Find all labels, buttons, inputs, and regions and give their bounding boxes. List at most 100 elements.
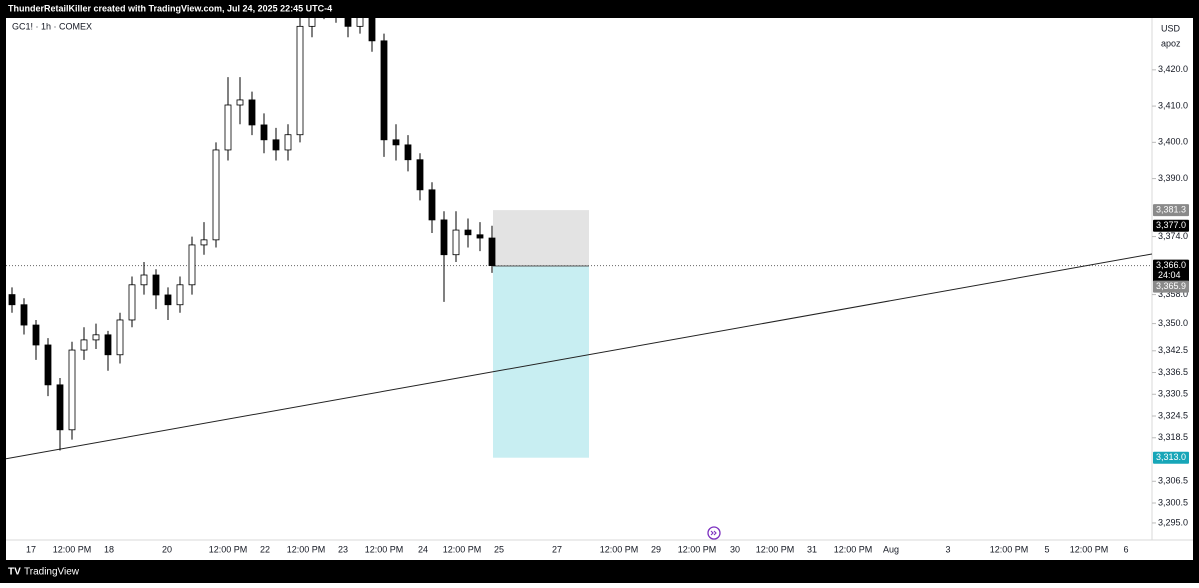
candle-body	[344, 18, 352, 27]
candle-body	[356, 18, 364, 27]
chart-pane	[6, 18, 1193, 560]
candle-body	[476, 234, 484, 239]
y-tick-label: 3,390.0	[1158, 173, 1188, 183]
x-tick-label: 30	[730, 544, 740, 554]
y-tick-label: 3,400.0	[1158, 137, 1188, 147]
x-tick-label: 12:00 PM	[834, 544, 873, 554]
y-tick-label: 3,342.5	[1158, 345, 1188, 355]
x-tick-label: 12:00 PM	[600, 544, 639, 554]
last-price-bg	[1153, 259, 1189, 282]
last-price-label: 3,366.0	[1156, 260, 1186, 270]
candle-body	[464, 229, 472, 236]
x-tick-label: 29	[651, 544, 661, 554]
x-tick-label: 12:00 PM	[209, 544, 248, 554]
candle-body	[224, 104, 232, 151]
target-zone	[493, 210, 589, 266]
candle-body	[260, 124, 268, 141]
candle-body	[284, 134, 292, 151]
entry-line-label: 3,365.9	[1156, 281, 1186, 291]
candle-body	[296, 25, 304, 136]
candle-body	[68, 349, 76, 431]
candle-body	[92, 334, 100, 341]
trend-line	[6, 253, 1152, 460]
y-tick-label: 3,374.0	[1158, 231, 1188, 241]
x-tick-label: 12:00 PM	[1070, 544, 1109, 554]
x-tick-label: 12:00 PM	[287, 544, 326, 554]
x-tick-label: 24	[418, 544, 428, 554]
y-tick-label: 3,336.5	[1158, 367, 1188, 377]
header-title: ThunderRetailKiller created with Trading…	[8, 3, 332, 13]
x-tick-label: 27	[552, 544, 562, 554]
x-tick-label: 3	[945, 544, 950, 554]
y-tick-label: 3,358.0	[1158, 289, 1188, 299]
x-tick-label: 12:00 PM	[678, 544, 717, 554]
x-tick-label: 18	[104, 544, 114, 554]
currency: USD	[1161, 23, 1181, 33]
x-tick-label: 6	[1123, 544, 1128, 554]
symbol-title: GC1! · 1h · COMEX	[12, 21, 92, 31]
candle-body	[200, 239, 208, 246]
plot-area	[6, 18, 1152, 460]
x-tick-label: 25	[494, 544, 504, 554]
x-tick-label: Aug	[883, 544, 899, 554]
brand: TV TradingView	[8, 567, 80, 578]
candle-body	[212, 149, 220, 241]
y-tick-label: 3,295.0	[1158, 517, 1188, 527]
x-tick-label: 17	[26, 544, 36, 554]
candle-body	[416, 159, 424, 191]
x-tick-label: 20	[162, 544, 172, 554]
x-tick-label: 12:00 PM	[53, 544, 92, 554]
candle-body	[272, 139, 280, 151]
candle-body	[452, 229, 460, 256]
candle-body	[248, 99, 256, 126]
candle-body	[368, 18, 376, 42]
price-label: 3,377.0	[1156, 220, 1186, 230]
candle-body	[128, 284, 136, 321]
brand-logo: TV	[8, 567, 21, 578]
price-label-bg	[1153, 451, 1189, 464]
entry-line-bg	[1153, 280, 1189, 293]
candle-body	[116, 319, 124, 356]
x-tick-label: 12:00 PM	[365, 544, 404, 554]
price-label-bg	[1153, 204, 1189, 217]
y-tick-label: 3,410.0	[1158, 100, 1188, 110]
countdown: 24:04	[1158, 270, 1181, 280]
candle-body	[140, 274, 148, 286]
x-tick-label: 5	[1044, 544, 1049, 554]
candle-body	[44, 344, 52, 386]
price-label: 3,381.3	[1156, 205, 1186, 215]
candle-body	[380, 40, 388, 141]
candle-body	[236, 99, 244, 106]
candle-body	[80, 339, 88, 351]
x-tick-label: 23	[338, 544, 348, 554]
scale-label: apoz	[1161, 38, 1181, 48]
candle-body	[8, 294, 16, 306]
price-label: 3,313.0	[1156, 452, 1186, 462]
x-tick-label: 31	[807, 544, 817, 554]
y-tick-label: 3,330.5	[1158, 389, 1188, 399]
brand-name: TradingView	[24, 567, 80, 578]
y-tick-label: 3,324.5	[1158, 410, 1188, 420]
stop-zone	[493, 265, 589, 458]
candle-body	[20, 304, 28, 326]
candle-body	[392, 139, 400, 146]
y-tick-label: 3,350.0	[1158, 318, 1188, 328]
candle-body	[32, 324, 40, 346]
candle-body	[428, 189, 436, 221]
replay-icon[interactable]	[707, 526, 721, 540]
candle-body	[104, 334, 112, 356]
candle-body	[176, 284, 184, 306]
x-tick-label: 22	[260, 544, 270, 554]
x-tick-label: 12:00 PM	[443, 544, 482, 554]
candle-body	[56, 384, 64, 431]
x-tick-label: 12:00 PM	[756, 544, 795, 554]
x-tick-label: 12:00 PM	[990, 544, 1029, 554]
candle-body	[308, 18, 316, 27]
candle-body	[188, 244, 196, 286]
price-label-bg	[1153, 219, 1189, 232]
y-tick-label: 3,300.5	[1158, 497, 1188, 507]
candle-body	[488, 237, 496, 266]
candle-body	[404, 144, 412, 161]
candle-body	[152, 274, 160, 296]
